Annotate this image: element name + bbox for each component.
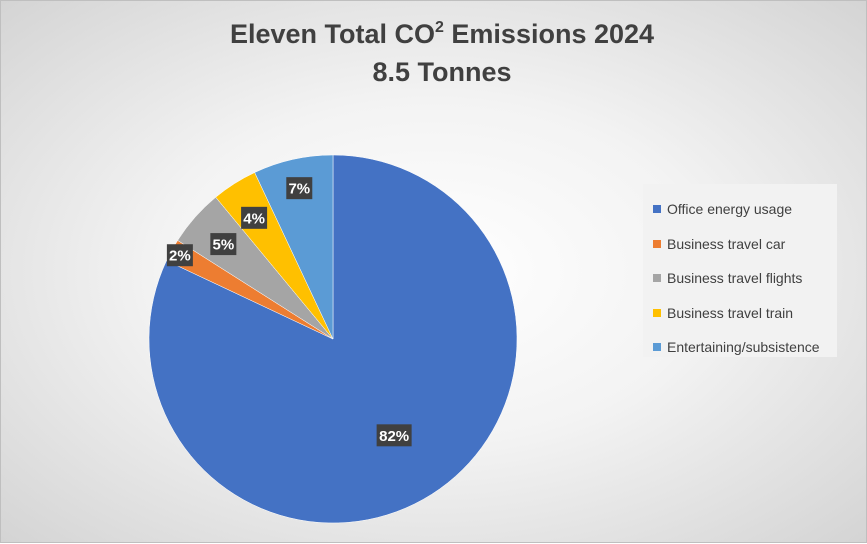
legend-swatch — [653, 239, 661, 248]
data-label: 4% — [243, 210, 265, 227]
data-label-box — [241, 206, 268, 229]
data-label-box — [166, 244, 193, 267]
legend-item: Business travel flights — [653, 261, 837, 296]
legend-swatch — [653, 308, 661, 317]
legend-label: Business travel train — [667, 304, 794, 321]
chart-title: Eleven Total CO2 Emissions 2024 8.5 Tonn… — [1, 15, 867, 91]
data-label: 82% — [379, 428, 409, 445]
data-label-box — [210, 233, 237, 256]
legend-swatch — [653, 205, 661, 214]
legend-label: Office energy usage — [667, 201, 793, 218]
data-label-box — [376, 424, 412, 447]
data-label-box — [286, 177, 313, 200]
legend-label: Business travel flights — [667, 270, 803, 287]
chart-subtitle: 8.5 Tonnes — [372, 57, 512, 87]
legend-item: Office energy usage — [653, 192, 837, 227]
data-label: 2% — [169, 248, 191, 265]
pie-slices — [148, 154, 518, 524]
data-label: 7% — [288, 181, 310, 198]
title-main: Eleven Total CO — [229, 19, 435, 49]
legend: Office energy usage Business travel car Bu… — [643, 184, 837, 357]
pie-slice-entertaining-subsistence — [254, 154, 334, 340]
legend-item: Business travel train — [653, 296, 837, 331]
legend-label: Entertaining/subsistence — [667, 339, 820, 356]
title-superscript: 2 — [435, 19, 444, 36]
data-labels: 82% 2% 5% 4% 7% — [166, 177, 412, 447]
legend-item: Business travel car — [653, 227, 837, 262]
legend-swatch — [653, 274, 661, 283]
legend-swatch — [653, 343, 661, 352]
data-label: 5% — [213, 237, 235, 254]
title-tail: Emissions 2024 — [443, 19, 655, 49]
legend-label: Business travel car — [667, 235, 786, 252]
legend-item: Entertaining/subsistence — [653, 330, 837, 365]
